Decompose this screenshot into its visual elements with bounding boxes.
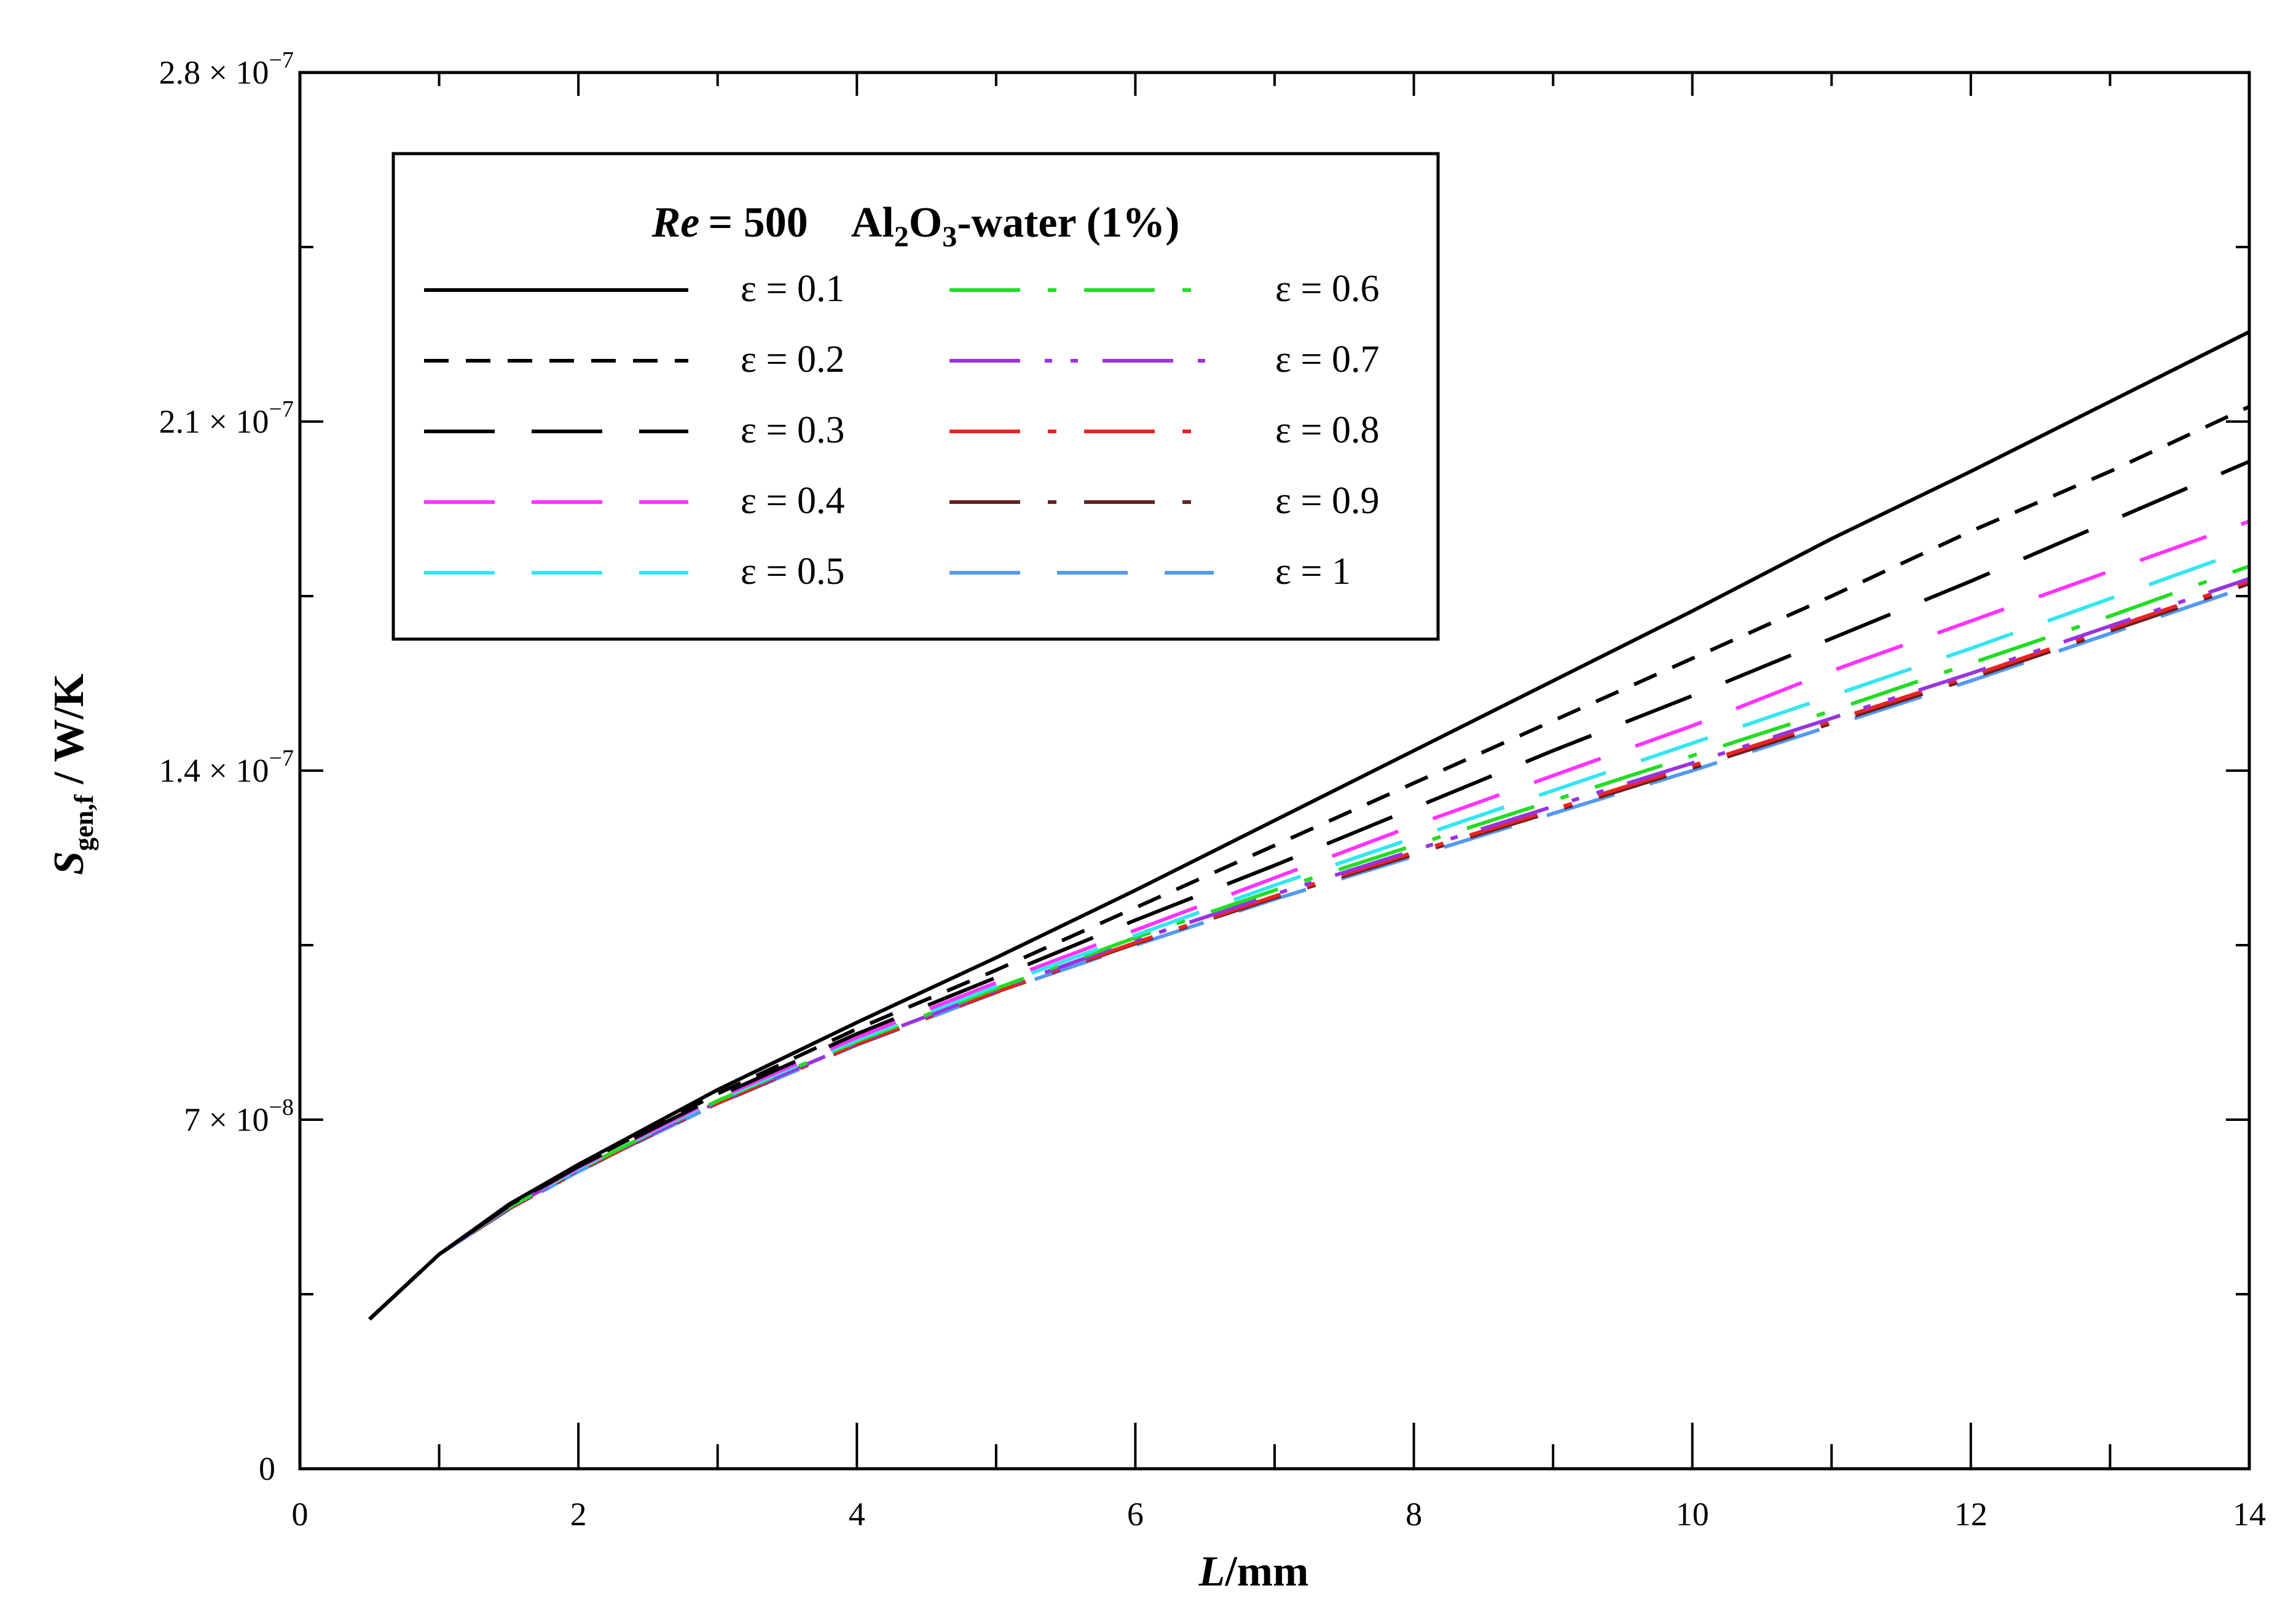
legend-label: ε = 0.8 <box>1275 409 1380 451</box>
y-tick-exponent: −7 <box>269 396 294 422</box>
x-tick-label: 10 <box>1676 1496 1709 1533</box>
legend-label: ε = 0.6 <box>1275 268 1380 310</box>
legend-label: ε = 0.5 <box>741 551 845 592</box>
legend-title-re-value: = 500 <box>708 199 808 246</box>
y-axis-sub: gen,f <box>69 794 99 851</box>
y-tick-label: 7 × 10−8 <box>184 1094 294 1138</box>
legend-label: ε = 0.1 <box>741 268 845 310</box>
x-tick-label: 8 <box>1406 1496 1422 1533</box>
x-tick-label: 6 <box>1127 1496 1144 1533</box>
legend-label: ε = 0.2 <box>741 339 845 380</box>
x-tick-label: 2 <box>570 1496 587 1533</box>
legend: Re = 500 Al2O3-water (1%) ε = 0.1ε = 0.2ε … <box>391 152 1440 641</box>
y-tick-label: 1.4 × 10−7 <box>159 745 294 789</box>
series-line <box>368 564 2251 1321</box>
legend-title-sub2: 2 <box>894 221 909 253</box>
y-tick-mantissa: 7 × 10 <box>184 1101 269 1138</box>
legend-label: ε = 0.4 <box>741 480 845 522</box>
x-axis-var: L <box>1198 1548 1225 1595</box>
series-lines <box>368 330 2251 1321</box>
y-tick-label: 0 <box>259 1450 275 1487</box>
legend-entries: ε = 0.1 ε = 0.2 ε = 0.3 ε = 0.4 ε = 0.5 ε = 0… <box>424 268 1380 592</box>
y-axis-unit: / W/K <box>45 674 93 795</box>
legend-title-rest: -water (1%) <box>957 199 1179 246</box>
series-line <box>368 579 2250 1321</box>
x-axis-title: L/mm <box>1198 1548 1309 1595</box>
legend-box <box>391 152 1440 641</box>
y-tick-mantissa: 2.8 × 10 <box>159 54 269 91</box>
legend-label: ε = 0.7 <box>1275 339 1380 380</box>
y-tick-mantissa: 2.1 × 10 <box>159 403 269 440</box>
legend-title-re: Re <box>651 199 700 246</box>
legend-title-al: Al <box>851 199 894 246</box>
x-tick-label: 12 <box>1954 1496 1987 1533</box>
y-axis-var: S <box>45 851 93 875</box>
y-tick-mantissa: 0 <box>259 1450 275 1487</box>
legend-title-sub3: 3 <box>942 221 957 253</box>
y-tick-label: 2.8 × 10−7 <box>159 47 294 91</box>
legend-title-o: O <box>909 199 942 246</box>
y-tick-exponent: −7 <box>269 745 294 771</box>
x-tick-label: 14 <box>2233 1496 2266 1533</box>
y-axis-title: Sgen,f / W/K <box>45 674 99 875</box>
series-line <box>368 330 2251 1321</box>
x-axis-unit: /mm <box>1224 1548 1308 1595</box>
legend-label: ε = 0.9 <box>1275 480 1380 522</box>
y-tick-exponent: −8 <box>269 1094 294 1120</box>
legend-label: ε = 0.3 <box>741 409 845 451</box>
y-tick-label: 2.1 × 10−7 <box>159 396 294 440</box>
x-tick-label: 0 <box>292 1496 309 1533</box>
plot-frame <box>298 71 2251 1471</box>
legend-title: Re = 500 Al2O3-water (1%) <box>651 199 1180 253</box>
y-tick-exponent: −7 <box>269 47 294 73</box>
x-tick-labels: 0 2 4 6 8 10 12 14 <box>292 1496 2267 1533</box>
series-line <box>368 584 2250 1321</box>
series-line <box>368 576 2250 1321</box>
y-tick-labels: 07 × 10−81.4 × 10−72.1 × 10−72.8 × 10−7 <box>159 47 294 1487</box>
series-line <box>368 404 2251 1321</box>
y-tick-mantissa: 1.4 × 10 <box>159 752 269 789</box>
legend-label: ε = 1 <box>1275 551 1351 592</box>
x-tick-label: 4 <box>849 1496 865 1533</box>
